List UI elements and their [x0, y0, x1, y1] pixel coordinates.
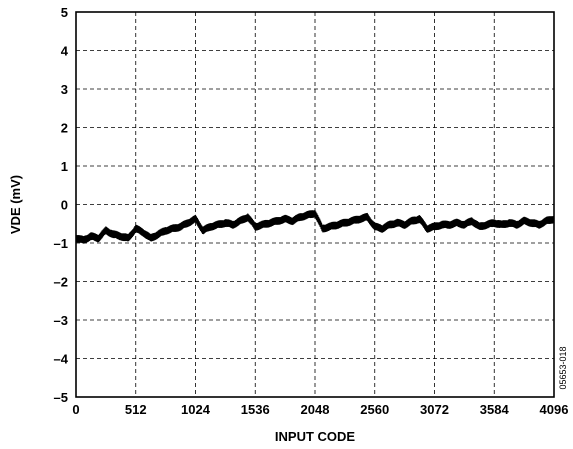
y-tick-label: –3 — [54, 313, 68, 328]
x-tick-label: 3072 — [420, 402, 449, 417]
vde-trace-group — [75, 209, 555, 244]
y-tick-label: –1 — [54, 236, 68, 251]
y-tick-labels: 5 4 3 2 1 0 –1 –2 –3 –4 –5 — [54, 5, 69, 405]
y-tick-label: 4 — [61, 44, 69, 59]
y-tick-label: –4 — [54, 352, 69, 367]
x-tick-label: 0 — [72, 402, 79, 417]
x-tick-label: 1536 — [241, 402, 270, 417]
plot-frame — [75, 11, 555, 398]
vde-trace-band — [75, 211, 555, 244]
x-tick-label: 2048 — [301, 402, 330, 417]
x-axis-title: INPUT CODE — [275, 429, 356, 444]
y-axis-title: VDE (mV) — [8, 175, 23, 234]
y-tick-label: 1 — [61, 159, 68, 174]
y-tick-label: 2 — [61, 121, 68, 136]
x-tick-label: 3584 — [480, 402, 510, 417]
y-tick-label: 5 — [61, 5, 68, 20]
x-tick-label: 4096 — [540, 402, 569, 417]
figure-id: 05653-018 — [558, 346, 568, 389]
y-tick-label: 3 — [61, 82, 68, 97]
x-tick-label: 2560 — [360, 402, 389, 417]
x-tick-labels: 0 512 1024 1536 2048 2560 3072 3584 4096 — [72, 402, 568, 417]
horizontal-gridlines — [76, 50, 554, 359]
x-tick-label: 1024 — [181, 402, 211, 417]
y-tick-label: –2 — [54, 275, 68, 290]
x-tick-label: 512 — [125, 402, 147, 417]
y-tick-label: 0 — [61, 198, 68, 213]
y-tick-label: –5 — [54, 390, 68, 405]
